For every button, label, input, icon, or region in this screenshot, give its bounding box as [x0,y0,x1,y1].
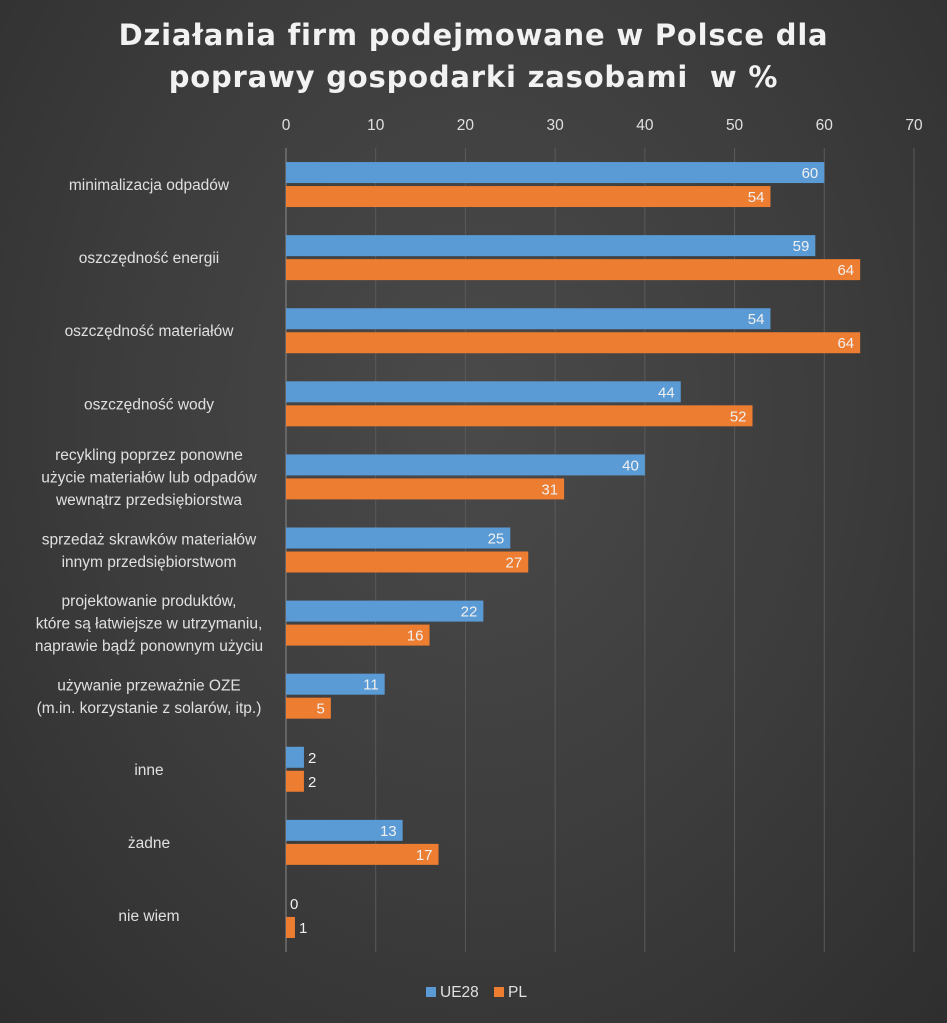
category-label: (m.in. korzystanie z solarów, itp.) [37,700,262,717]
x-tick-label: 70 [905,117,923,134]
data-label-ue28: 13 [380,823,397,840]
chart-title: Działania firm podejmowane w Polsce dla … [0,14,947,98]
legend-label-ue28: UE28 [440,984,479,1001]
bar-pl [286,478,565,500]
x-tick-label: 50 [726,117,744,134]
data-label-pl: 54 [748,189,765,206]
data-label-pl: 2 [308,774,316,791]
bar-ue28 [286,673,385,695]
data-label-pl: 52 [730,408,747,425]
category-label: projektowanie produktów, [62,593,237,610]
category-label: naprawie bądź ponownym użyciu [35,638,263,655]
legend-label-pl: PL [508,984,527,1001]
data-label-ue28: 25 [488,531,505,548]
category-label: inne [134,762,163,779]
legend-swatch-ue28 [426,987,436,997]
bar-ue28 [286,162,825,184]
data-label-ue28: 60 [802,165,819,182]
category-label: wewnątrz przedsiębiorstwa [55,492,242,509]
bar-ue28 [286,819,403,841]
bar-pl [286,332,861,354]
x-tick-label: 0 [282,117,291,134]
bar-pl [286,697,331,719]
category-label: minimalizacja odpadów [69,177,230,194]
bar-ue28 [286,235,816,257]
x-tick-label: 10 [367,117,385,134]
category-label: które są łatwiejsze w utrzymaniu, [36,616,263,633]
x-tick-label: 30 [547,117,565,134]
data-label-ue28: 11 [363,677,379,694]
category-label: użycie materiałów lub odpadów [41,469,257,486]
bar-ue28 [286,454,645,476]
data-label-ue28: 59 [793,238,810,255]
bar-ue28 [286,600,484,622]
bar-ue28 [286,381,681,403]
data-label-pl: 27 [506,555,523,572]
category-label: nie wiem [118,908,179,925]
bar-ue28 [286,308,771,330]
data-label-ue28: 40 [622,457,639,474]
bar-pl [286,186,771,208]
data-label-pl: 64 [837,262,854,279]
category-label: oszczędność wody [84,396,214,413]
x-tick-label: 60 [816,117,834,134]
category-label: używanie przeważnie OZE [57,677,241,694]
bar-pl [286,770,304,792]
x-tick-label: 20 [457,117,475,134]
data-label-pl: 64 [837,335,854,352]
chart-title-line-2: poprawy gospodarki zasobami w % [168,60,779,94]
bar-pl [286,259,861,281]
data-label-pl: 31 [541,481,558,498]
data-label-ue28: 54 [748,311,765,328]
category-label: recykling poprzez ponowne [55,447,243,464]
category-label: żadne [128,835,170,852]
category-label: innym przedsiębiorstwom [62,554,237,571]
bar-ue28 [286,746,304,768]
data-label-ue28: 22 [461,604,478,621]
data-label-pl: 16 [407,628,424,645]
data-label-pl: 1 [299,920,307,937]
category-label: oszczędność materiałów [65,323,235,340]
category-label: oszczędność energii [79,250,219,267]
data-label-pl: 5 [317,701,325,718]
chart-title-line-1: Działania firm podejmowane w Polsce dla [118,18,829,52]
bar-pl [286,624,430,646]
bar-pl [286,405,753,427]
bar-pl [286,551,529,573]
data-label-pl: 17 [416,847,433,864]
bar-ue28 [286,527,511,549]
legend-swatch-pl [494,987,504,997]
data-label-ue28: 44 [658,384,675,401]
data-label-ue28: 2 [308,750,316,767]
bar-pl [286,843,439,865]
category-label: sprzedaż skrawków materiałów [42,531,257,548]
bar-pl [286,916,295,938]
data-label-ue28: 0 [290,896,298,913]
x-tick-label: 40 [636,117,654,134]
